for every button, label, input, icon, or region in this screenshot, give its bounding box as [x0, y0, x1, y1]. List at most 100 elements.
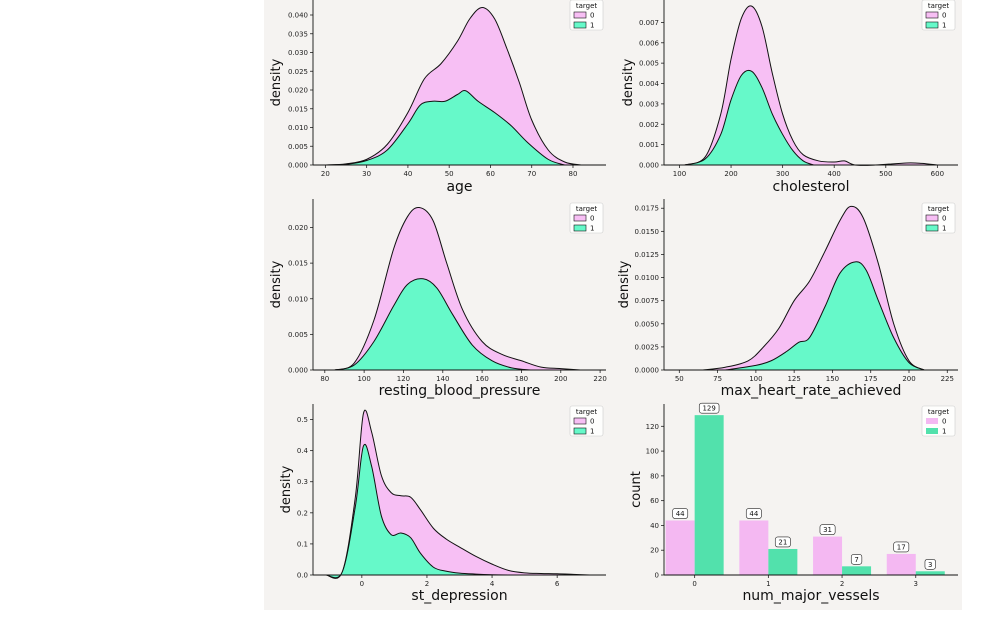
y-tick-label: 0.0025 [635, 343, 660, 351]
x-tick-label: 0 [692, 580, 696, 588]
y-axis-label: density [279, 465, 294, 513]
legend-entry-1: 1 [942, 22, 946, 30]
y-tick-label: 0.020 [288, 87, 308, 95]
density-line-target-1 [325, 90, 565, 166]
y-axis-label: density [269, 58, 284, 106]
y-tick-label: 0 [655, 572, 659, 580]
y-tick-label: 20 [650, 547, 659, 555]
legend-title: target [576, 408, 598, 416]
legend: target 0 1 [921, 405, 956, 437]
x-tick-label: 140 [436, 375, 449, 383]
x-tick-label: 75 [713, 375, 722, 383]
legend-entry-0: 0 [590, 215, 594, 223]
x-tick-label: 0 [360, 580, 364, 588]
y-tick-label: 0.005 [639, 60, 659, 68]
density-line-target-0 [325, 6, 582, 166]
x-tick-label: 50 [675, 375, 684, 383]
legend-swatch-0 [573, 417, 587, 425]
legend-swatch-1 [573, 427, 587, 435]
bar-value-label: 31 [823, 526, 832, 534]
y-tick-label: 0.1 [297, 540, 308, 548]
y-tick-label: 60 [650, 497, 659, 505]
y-tick-label: 0.006 [639, 39, 660, 47]
y-tick-label: 0.0175 [635, 205, 660, 213]
legend-entry-0: 0 [590, 12, 594, 20]
y-tick-label: 0.0 [297, 572, 308, 580]
x-tick-label: 120 [397, 375, 410, 383]
density-area-target-1 [326, 444, 509, 578]
bar-value-label: 21 [778, 538, 787, 546]
bar-target-0-vessels-2 [813, 536, 843, 575]
density-line-target-0 [334, 206, 581, 371]
y-tick-label: 0.002 [639, 121, 659, 129]
bar-value-label: 44 [676, 510, 685, 518]
y-tick-label: 0.3 [297, 478, 308, 486]
density-line-target-1 [725, 261, 925, 371]
density-area-target-1 [325, 90, 565, 165]
y-tick-label: 0.020 [288, 224, 308, 232]
bar-target-1-vessels-2 [842, 566, 872, 575]
legend-title: target [576, 205, 598, 213]
y-tick-label: 0.0125 [635, 251, 660, 259]
x-tick-label: 400 [828, 170, 841, 178]
density-line-target-1 [684, 69, 814, 166]
y-tick-label: 0.015 [288, 260, 308, 268]
x-axis-label: max_heart_rate_achieved [721, 383, 902, 399]
legend-swatch-1 [925, 21, 939, 29]
y-tick-label: 120 [646, 423, 659, 431]
y-tick-label: 0.004 [639, 80, 660, 88]
bar-target-1-vessels-0 [694, 415, 724, 575]
bar-target-1-vessels-3 [915, 571, 945, 575]
legend: target 0 1 [921, 0, 956, 31]
density-line-target-0 [325, 409, 590, 579]
bar-label-box [850, 554, 863, 565]
subplot-num_major_vessels: 44 129 0 44 21 1 31 7 2 17 3 3 0 20 40 60 80 100 120 num_ma… [629, 402, 958, 604]
bar-label-box [745, 508, 762, 519]
legend-title: target [576, 2, 598, 10]
legend-entry-1: 1 [942, 225, 946, 233]
bar-value-label: 129 [702, 405, 715, 413]
y-tick-label: 0.003 [639, 100, 659, 108]
legend-title: target [928, 2, 950, 10]
density-line-target-1 [334, 278, 532, 371]
y-axis-label: density [617, 260, 632, 308]
y-tick-label: 0.0100 [635, 274, 660, 282]
legend-entry-1: 1 [942, 428, 946, 436]
x-tick-label: 200 [724, 170, 737, 178]
subplot-st_depression: 0 2 4 6 0.0 0.1 0.2 0.3 0.4 0.5 st_depression densi… [279, 404, 606, 604]
y-tick-label: 0.0150 [635, 228, 660, 236]
y-axis-label: density [621, 58, 636, 106]
bar-target-1-vessels-1 [768, 548, 798, 575]
legend-entry-0: 0 [942, 12, 946, 20]
y-tick-label: 0.010 [288, 295, 308, 303]
y-tick-label: 0.4 [297, 447, 309, 455]
x-axis-label: num_major_vessels [742, 588, 879, 604]
y-tick-label: 0.025 [288, 68, 308, 76]
x-tick-label: 80 [320, 375, 329, 383]
x-tick-label: 40 [403, 170, 412, 178]
bar-value-label: 3 [928, 561, 932, 569]
x-tick-label: 225 [941, 375, 954, 383]
x-axis-label: st_depression [411, 588, 507, 604]
bar-target-0-vessels-0 [665, 520, 695, 575]
legend: target 0 1 [921, 202, 956, 234]
subplot-cholesterol: 100 200 300 400 500 600 0.000 0.001 0.002 0.003 0.… [621, 0, 958, 195]
y-tick-label: 0.0000 [635, 367, 660, 375]
y-tick-label: 40 [650, 522, 659, 530]
subplot-max_heart_rate_achieved: 50 75 100 125 150 175 200 225 0.0000 0.0025 0.0050… [617, 199, 958, 399]
legend-swatch-0 [925, 11, 939, 19]
legend: target 0 1 [569, 202, 604, 234]
legend-swatch-1 [925, 224, 939, 232]
legend-swatch-1 [926, 428, 938, 434]
x-tick-label: 20 [321, 170, 330, 178]
x-tick-label: 180 [515, 375, 528, 383]
x-tick-label: 200 [902, 375, 915, 383]
legend-entry-0: 0 [590, 418, 594, 426]
x-axis-label: cholesterol [773, 179, 850, 195]
y-tick-label: 0.0075 [635, 297, 660, 305]
legend-title: target [928, 408, 950, 416]
y-axis-label: count [629, 471, 644, 508]
legend-entry-1: 1 [590, 225, 594, 233]
x-tick-label: 175 [864, 375, 877, 383]
